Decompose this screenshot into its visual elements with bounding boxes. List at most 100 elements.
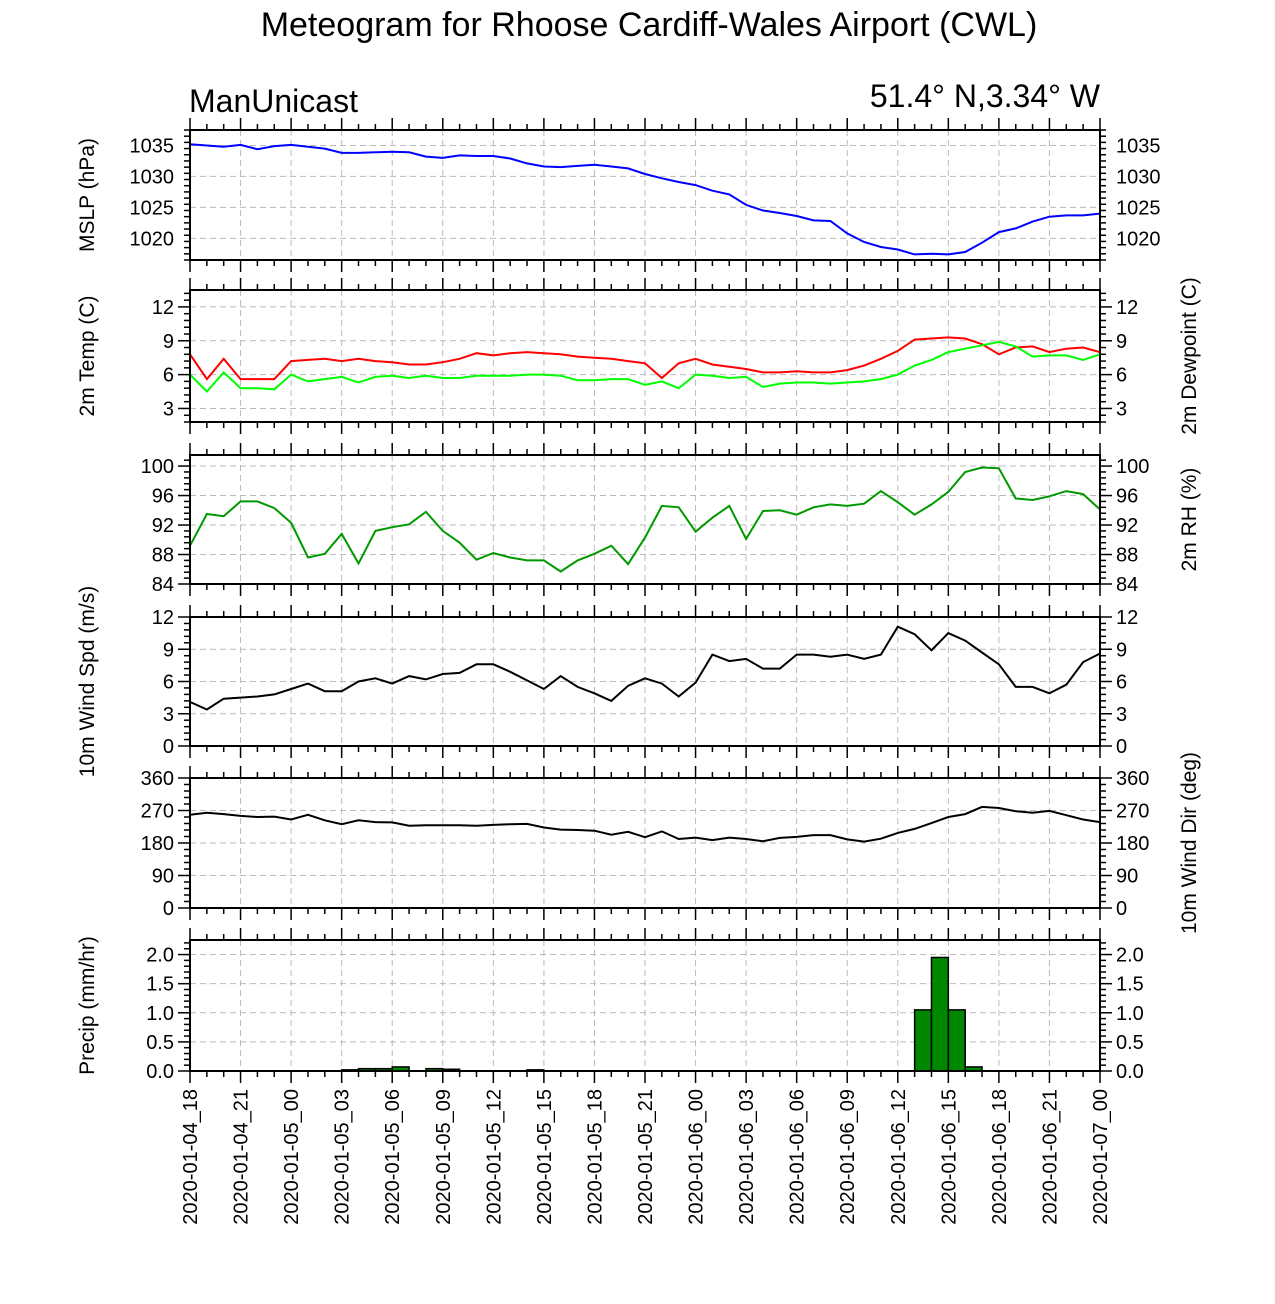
panel-x-ticks — [189, 278, 1101, 434]
series-line-temperature-1 — [190, 336, 1100, 381]
panel-data — [190, 143, 1100, 256]
y-tick-label-left: 84 — [152, 574, 174, 596]
x-tick-label: 2020-01-04_21 — [231, 1089, 253, 1225]
y-tick-label-right: 1030 — [1116, 166, 1161, 188]
y-tick-label-left: 0.0 — [146, 1061, 174, 1083]
panel-data — [340, 956, 983, 1071]
panel-grid — [190, 940, 1100, 1071]
panel-y-axis: 3 3 6 6 9 9 12 12 — [152, 292, 1138, 423]
panel-data — [190, 336, 1100, 393]
panel-grid — [190, 290, 1100, 422]
y-tick-label-right: 1020 — [1116, 228, 1161, 250]
x-tick-label: 2020-01-05_12 — [483, 1089, 505, 1225]
y-tick-label-right: 0 — [1116, 736, 1127, 758]
y-tick-label-left: 92 — [152, 515, 174, 537]
y-tick-label-right: 9 — [1116, 331, 1127, 353]
y-tick-label-left: 180 — [141, 833, 174, 855]
y-tick-label-left: 360 — [141, 768, 174, 790]
y-tick-label-left: 12 — [152, 297, 174, 319]
panel-precip: 0.0 0.0 0.5 0.5 1.0 1.0 1.5 1.5 2.0 2.0 Precip (mm… — [76, 928, 1144, 1083]
panel-x-ticks — [189, 766, 1101, 920]
y-tick-label-right: 84 — [1116, 574, 1138, 596]
x-tick-label: 2020-01-06_09 — [837, 1089, 859, 1225]
panel-grid — [190, 778, 1100, 908]
y-tick-label-left: 100 — [141, 456, 174, 478]
y-tick-label-left: 3 — [163, 398, 174, 420]
y-tick-label-right: 100 — [1116, 456, 1149, 478]
x-tick-label: 2020-01-06_03 — [736, 1089, 758, 1225]
panel-y-axis: 0 0 90 90 180 180 270 270 360 360 — [141, 768, 1150, 920]
panels-layer: 1020 1020 1025 1025 1030 1030 1035 1035 MSLP (hP… — [76, 118, 1201, 1083]
y-tick-label-right: 1025 — [1116, 197, 1161, 219]
y-tick-label-right: 92 — [1116, 515, 1138, 537]
panel-y-axis: 0.0 0.0 0.5 0.5 1.0 1.0 1.5 1.5 2.0 2.0 — [146, 942, 1144, 1083]
series-line-wind_direction-1 — [190, 805, 1100, 843]
precip-bar — [930, 956, 950, 1071]
y-tick-label-right: 180 — [1116, 833, 1149, 855]
x-tick-label: 2020-01-04_18 — [180, 1089, 202, 1225]
x-tick-label: 2020-01-05_03 — [332, 1089, 354, 1225]
panel-x-ticks — [189, 605, 1101, 758]
panel-x-ticks — [189, 443, 1101, 596]
panel-mslp: 1020 1020 1025 1025 1030 1030 1035 1035 MSLP (hP… — [76, 118, 1161, 272]
y-axis-title-right: 2m RH (%) — [1178, 468, 1201, 572]
y-tick-label-left: 270 — [141, 801, 174, 823]
chart-title: Meteogram for Rhoose Cardiff-Wales Airpo… — [261, 6, 1038, 44]
panel-wind_direction: 0 0 90 90 180 180 270 270 360 360 10m Wind Dir (de… — [141, 752, 1201, 934]
panel-grid — [190, 130, 1100, 260]
panel-data — [190, 466, 1100, 573]
y-tick-label-right: 0.5 — [1116, 1032, 1144, 1054]
y-tick-label-left: 0.5 — [146, 1032, 174, 1054]
y-tick-label-right: 1.0 — [1116, 1003, 1144, 1025]
y-tick-label-left: 1.0 — [146, 1003, 174, 1025]
y-tick-label-right: 1.5 — [1116, 974, 1144, 996]
location-coordinates: 51.4° N,3.34° W — [870, 78, 1101, 114]
panel-y-axis: 84 84 88 88 92 92 96 96 100 100 — [141, 456, 1150, 596]
panel-x-ticks — [189, 928, 1101, 1083]
y-tick-label-right: 9 — [1116, 639, 1127, 661]
y-tick-label-left: 6 — [163, 365, 174, 387]
panel-data — [190, 625, 1100, 711]
y-tick-label-right: 0 — [1116, 898, 1127, 920]
x-tick-label: 2020-01-06_21 — [1039, 1089, 1061, 1225]
precip-bar — [913, 1009, 933, 1071]
y-tick-label-right: 6 — [1116, 672, 1127, 694]
x-tick-label: 2020-01-05_06 — [382, 1089, 404, 1225]
series-line-rh-1 — [190, 466, 1100, 573]
y-tick-label-left: 1030 — [130, 166, 175, 188]
y-tick-label-right: 3 — [1116, 704, 1127, 726]
x-tick-label: 2020-01-06_00 — [686, 1089, 708, 1225]
x-tick-label: 2020-01-05_15 — [534, 1089, 556, 1225]
y-tick-label-left: 0 — [163, 898, 174, 920]
panel-y-axis: 1020 1020 1025 1025 1030 1030 1035 1035 — [130, 129, 1161, 261]
y-tick-label-right: 2.0 — [1116, 945, 1144, 967]
y-tick-label-left: 88 — [152, 545, 174, 567]
x-axis: 2020-01-04_18 2020-01-04_21 2020-01-05_00 2… — [180, 1089, 1112, 1225]
y-tick-label-right: 0.0 — [1116, 1061, 1144, 1083]
x-tick-label: 2020-01-06_06 — [787, 1089, 809, 1225]
y-tick-label-right: 90 — [1116, 866, 1138, 888]
y-tick-label-left: 1.5 — [146, 974, 174, 996]
panel-grid — [190, 455, 1100, 584]
y-tick-label-left: 96 — [152, 486, 174, 508]
precip-bar — [947, 1009, 966, 1071]
series-line-mslp-1 — [190, 143, 1100, 256]
y-tick-label-left: 1020 — [130, 228, 175, 250]
y-tick-label-right: 1035 — [1116, 135, 1161, 157]
series-line-wind_speed-1 — [190, 625, 1100, 711]
y-tick-label-left: 1035 — [130, 135, 175, 157]
x-tick-label: 2020-01-06_12 — [888, 1089, 910, 1225]
y-axis-title-right: 10m Wind Dir (deg) — [1178, 752, 1201, 934]
y-tick-label-left: 0 — [163, 736, 174, 758]
y-tick-label-left: 90 — [152, 866, 174, 888]
x-tick-label: 2020-01-06_15 — [938, 1089, 960, 1225]
y-axis-title-left: MSLP (hPa) — [76, 138, 99, 252]
y-tick-label-right: 3 — [1116, 398, 1127, 420]
y-axis-title-left: 10m Wind Spd (m/s) — [76, 586, 99, 777]
x-tick-label: 2020-01-05_18 — [584, 1089, 606, 1225]
panel-x-ticks — [189, 118, 1101, 272]
y-tick-label-right: 270 — [1116, 801, 1149, 823]
y-tick-label-left: 9 — [163, 639, 174, 661]
